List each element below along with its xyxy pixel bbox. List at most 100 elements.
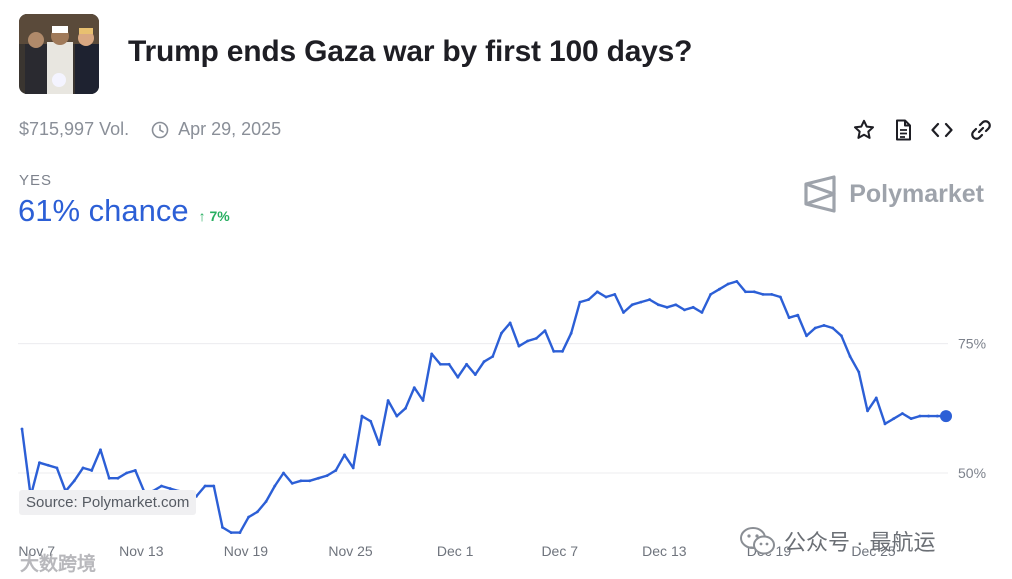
data-point (439, 362, 442, 366)
x-tick-label: Nov 19 (224, 543, 269, 559)
data-point (805, 334, 808, 338)
data-point (20, 427, 24, 431)
data-point (238, 531, 242, 534)
outcome-label: YES (19, 172, 53, 189)
data-point (857, 370, 861, 374)
data-point (604, 295, 608, 299)
data-point (247, 515, 251, 519)
data-point (752, 290, 756, 294)
data-point (421, 399, 425, 402)
data-point (648, 298, 652, 301)
x-tick-label: Dec 13 (642, 543, 687, 559)
data-point (709, 292, 713, 296)
data-point (909, 417, 913, 421)
data-point (168, 487, 172, 490)
data-point (404, 406, 407, 410)
polymarket-logo (804, 175, 836, 213)
data-point (473, 373, 477, 377)
data-point (866, 409, 869, 413)
data-point (630, 303, 634, 307)
x-tick-label: Nov 13 (119, 543, 164, 559)
data-point (901, 412, 904, 415)
current-price-dot (940, 410, 952, 423)
data-point (534, 336, 538, 340)
data-point (595, 290, 599, 294)
data-point (386, 399, 390, 402)
data-point (526, 339, 529, 343)
data-point (325, 474, 329, 478)
end-date-text: Apr 29, 2025 (178, 119, 282, 139)
code-icon (931, 122, 953, 138)
data-point (212, 484, 216, 488)
data-point (377, 443, 381, 446)
rules-button[interactable] (891, 118, 915, 142)
data-point (360, 414, 364, 418)
data-point (683, 308, 686, 312)
data-point (770, 292, 774, 296)
data-point (883, 422, 887, 426)
wechat-watermark-text: 公众号 · 最航运 (784, 530, 936, 555)
data-point (700, 311, 704, 314)
x-tick-label: Dec 7 (541, 543, 578, 559)
data-point (46, 463, 50, 467)
y-tick-label: 75% (958, 336, 986, 352)
data-point (55, 466, 59, 470)
data-point (282, 471, 285, 475)
data-point (229, 531, 233, 534)
data-point (587, 298, 591, 301)
data-point (813, 326, 817, 330)
clock-icon (151, 121, 169, 138)
data-point (822, 324, 826, 327)
data-point (656, 303, 660, 307)
end-date: Apr 29, 2025 (151, 119, 281, 140)
star-icon (854, 119, 874, 139)
link-icon (971, 120, 991, 140)
data-point (369, 419, 373, 423)
data-point (744, 290, 747, 294)
data-point (613, 292, 617, 296)
data-point (500, 331, 503, 335)
bookmark-button[interactable] (852, 118, 876, 142)
data-point (482, 360, 486, 364)
data-point (72, 479, 76, 483)
data-point (552, 349, 556, 353)
market-thumbnail (19, 14, 99, 94)
data-point (787, 316, 791, 320)
data-point (160, 484, 163, 488)
data-point (264, 500, 268, 503)
data-point (508, 321, 512, 325)
data-point (456, 375, 460, 379)
data-point (99, 448, 102, 452)
data-point (308, 479, 312, 483)
data-point (639, 300, 643, 304)
data-point (796, 313, 800, 317)
data-point (203, 484, 207, 488)
data-point (735, 280, 739, 283)
data-point (665, 305, 669, 309)
embed-button[interactable] (930, 118, 954, 142)
data-point (578, 300, 582, 304)
data-point (116, 476, 120, 480)
data-point (395, 414, 399, 418)
polymarket-brand: Polymarket (803, 175, 984, 213)
data-point (848, 355, 852, 358)
data-point (316, 476, 320, 480)
corner-watermark: 大数跨境 (20, 554, 97, 575)
data-point (447, 362, 451, 366)
data-point (761, 292, 765, 296)
y-tick-label: 50% (958, 465, 986, 481)
wechat-icon (740, 527, 775, 555)
data-point (691, 305, 695, 309)
data-point (255, 510, 259, 514)
data-point (299, 479, 303, 483)
data-point (622, 311, 625, 314)
data-point (674, 303, 678, 307)
copy-link-button[interactable] (969, 118, 993, 142)
data-point (343, 453, 346, 457)
volume-text: $715,997 Vol. (19, 119, 130, 139)
data-point (778, 295, 782, 299)
data-point (927, 414, 930, 418)
data-point (717, 287, 721, 291)
x-tick-label: Nov 7 (18, 543, 55, 559)
data-point (90, 469, 94, 472)
